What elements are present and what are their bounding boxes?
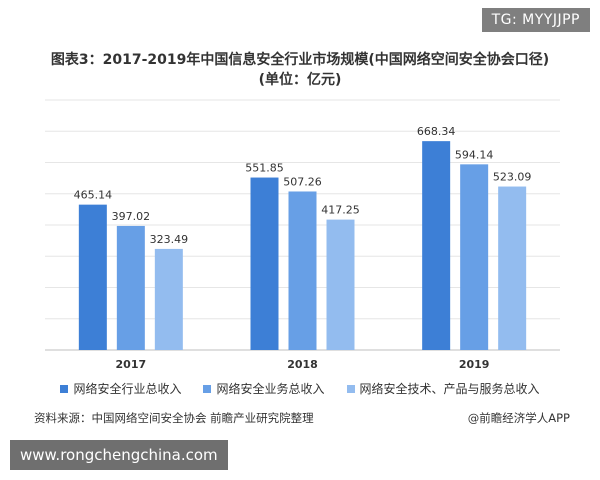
legend-label: 网络安全行业总收入 bbox=[73, 382, 182, 396]
watermark-tag: TG: MYYJJPP bbox=[481, 8, 590, 32]
legend-label: 网络安全技术、产品与服务总收入 bbox=[359, 382, 540, 396]
bar bbox=[116, 225, 145, 350]
chart-title-line1: 图表3：2017-2019年中国信息安全行业市场规模(中国网络空间安全协会口径) bbox=[50, 52, 550, 68]
data-label: 465.14 bbox=[74, 189, 113, 202]
legend-label: 网络安全业务总收入 bbox=[216, 382, 325, 396]
x-tick-label: 2019 bbox=[459, 358, 490, 371]
data-label: 507.26 bbox=[283, 175, 322, 188]
legend: 网络安全行业总收入 网络安全业务总收入 网络安全技术、产品与服务总收入 bbox=[0, 380, 600, 397]
legend-swatch bbox=[203, 384, 212, 393]
bars-layer bbox=[78, 141, 527, 350]
chart-title: 图表3：2017-2019年中国信息安全行业市场规模(中国网络空间安全协会口径)… bbox=[0, 50, 600, 90]
bar bbox=[422, 141, 451, 350]
data-label: 323.49 bbox=[150, 233, 189, 246]
site-url: www.rongchengchina.com bbox=[10, 440, 228, 470]
bar bbox=[288, 191, 317, 350]
data-label: 417.25 bbox=[321, 204, 360, 217]
bar bbox=[250, 177, 279, 350]
x-tick-label: 2018 bbox=[287, 358, 318, 371]
bar bbox=[326, 219, 355, 350]
x-tick-layer: 2017 2018 2019 bbox=[116, 358, 490, 371]
credit-text: @前瞻经济学人APP bbox=[467, 411, 570, 425]
chart-title-line2: (单位：亿元) bbox=[258, 72, 342, 88]
bar bbox=[78, 204, 107, 350]
legend-item: 网络安全业务总收入 bbox=[203, 380, 325, 397]
bar bbox=[154, 248, 183, 350]
x-tick-label: 2017 bbox=[116, 358, 147, 371]
data-label: 523.09 bbox=[493, 171, 532, 184]
legend-item: 网络安全行业总收入 bbox=[60, 380, 181, 397]
data-label: 668.34 bbox=[417, 125, 456, 138]
bar bbox=[460, 164, 489, 350]
bar bbox=[498, 186, 527, 350]
source-text: 资料来源：中国网络空间安全协会 前瞻产业研究院整理 bbox=[34, 411, 314, 425]
data-label: 397.02 bbox=[112, 210, 151, 223]
footer-row: 资料来源：中国网络空间安全协会 前瞻产业研究院整理 @前瞻经济学人APP bbox=[34, 410, 570, 426]
data-label: 551.85 bbox=[245, 162, 284, 175]
legend-swatch bbox=[60, 384, 69, 393]
legend-item: 网络安全技术、产品与服务总收入 bbox=[346, 380, 540, 397]
legend-swatch bbox=[346, 384, 355, 393]
data-label: 594.14 bbox=[455, 148, 494, 161]
